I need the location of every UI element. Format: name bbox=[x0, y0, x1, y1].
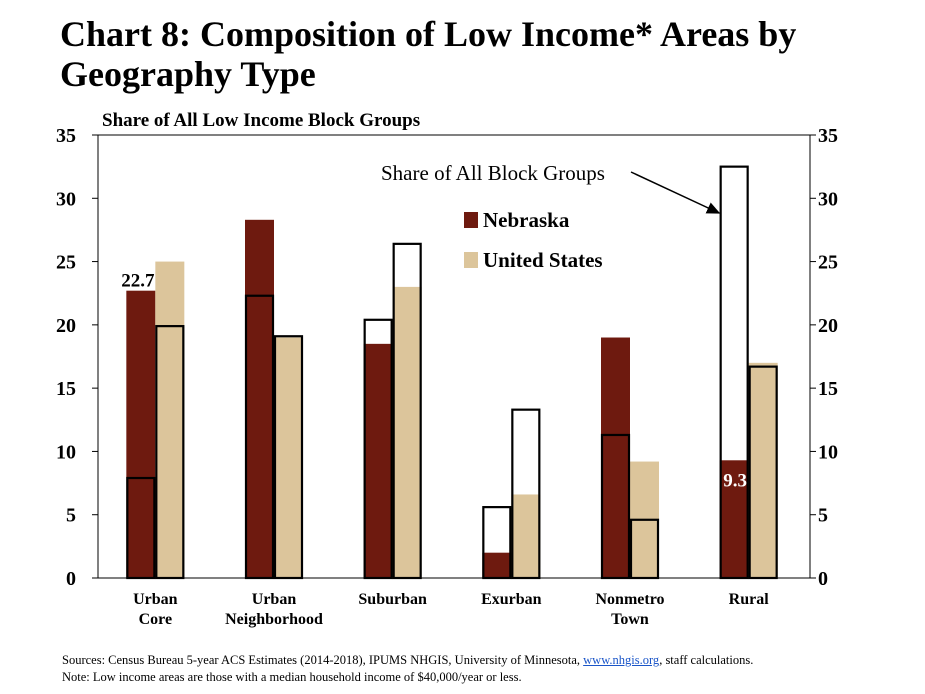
category-label: Rural bbox=[729, 591, 770, 608]
chart-title: Chart 8: Composition of Low Income* Area… bbox=[60, 14, 797, 94]
y-tick-label-right: 30 bbox=[818, 188, 838, 210]
legend-swatch bbox=[464, 252, 478, 268]
legend-swatch bbox=[464, 212, 478, 228]
y-tick-label-left: 25 bbox=[56, 252, 76, 274]
y-tick-label-left: 15 bbox=[56, 378, 76, 400]
bar-nebraska bbox=[719, 460, 749, 578]
data-label: 9.3 bbox=[723, 470, 747, 491]
y-tick-label-right: 5 bbox=[818, 505, 828, 527]
bar-united-states bbox=[155, 261, 185, 578]
y-axis-label: Share of All Low Income Block Groups bbox=[102, 110, 420, 131]
category-label: Exurban bbox=[481, 591, 542, 608]
y-tick-label-left: 30 bbox=[56, 188, 76, 210]
legend-label: Nebraska bbox=[483, 208, 570, 232]
y-tick-label-right: 35 bbox=[818, 125, 838, 147]
note-line: Note: Low income areas are those with a … bbox=[62, 670, 522, 684]
bar-nebraska bbox=[601, 337, 630, 578]
legend-label: United States bbox=[483, 248, 603, 272]
bar-united-states bbox=[748, 362, 778, 578]
annotation-arrow bbox=[630, 171, 721, 214]
y-tick-label-right: 10 bbox=[818, 441, 838, 463]
y-tick-label-left: 10 bbox=[56, 441, 76, 463]
annotation-text: Share of All Block Groups bbox=[381, 161, 605, 185]
y-tick-label-right: 25 bbox=[818, 252, 838, 274]
sources-line: Sources: Census Bureau 5-year ACS Estima… bbox=[62, 652, 912, 669]
sources-note: Sources: Census Bureau 5-year ACS Estima… bbox=[62, 652, 912, 686]
bar-united-states bbox=[274, 337, 303, 578]
category-label: Nonmetro Town bbox=[595, 591, 664, 628]
y-tick-label-right: 0 bbox=[818, 568, 828, 590]
category-label: Suburban bbox=[358, 591, 427, 608]
nhgis-link[interactable]: www.nhgis.org bbox=[583, 653, 660, 667]
y-tick-label-left: 20 bbox=[56, 315, 76, 337]
sources-suffix: , staff calculations. bbox=[659, 653, 754, 667]
category-label: Urban Core bbox=[133, 591, 178, 628]
y-tick-label-right: 15 bbox=[818, 378, 838, 400]
bar-nebraska bbox=[363, 343, 393, 578]
bar-united-states bbox=[511, 494, 541, 578]
bar-nebraska bbox=[482, 552, 512, 578]
y-tick-label-left: 35 bbox=[56, 125, 76, 147]
sources-text: Sources: Census Bureau 5-year ACS Estima… bbox=[62, 653, 581, 667]
bar-nebraska bbox=[126, 290, 156, 578]
category-label: Urban Neighborhood bbox=[225, 591, 323, 628]
data-label: 22.7 bbox=[121, 271, 155, 292]
y-tick-label-left: 0 bbox=[66, 568, 76, 590]
bar-nebraska bbox=[245, 219, 274, 578]
y-tick-label-right: 20 bbox=[818, 315, 838, 337]
bar-chart: Share of All Low Income Block Groups Urb… bbox=[56, 110, 838, 628]
bar-united-states bbox=[392, 286, 422, 578]
y-tick-label-left: 5 bbox=[66, 505, 76, 527]
